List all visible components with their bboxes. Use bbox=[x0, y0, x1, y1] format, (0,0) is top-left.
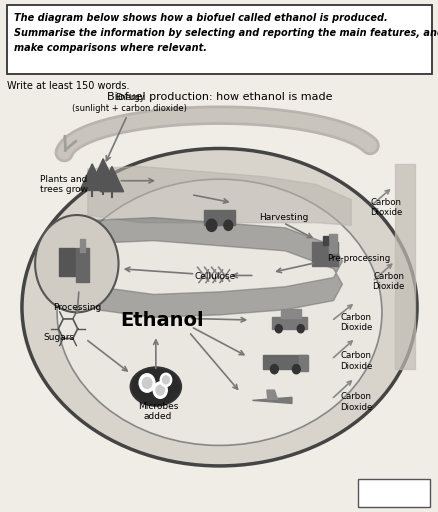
Text: Microbes
added: Microbes added bbox=[138, 402, 178, 421]
Ellipse shape bbox=[22, 148, 416, 466]
FancyBboxPatch shape bbox=[7, 5, 431, 74]
Bar bbox=[263, 355, 307, 369]
Text: Harvesting: Harvesting bbox=[258, 213, 307, 222]
Bar bbox=[322, 236, 327, 245]
Text: Summarise the information by selecting and reporting the main features, and: Summarise the information by selecting a… bbox=[14, 28, 438, 38]
Bar bbox=[311, 242, 337, 266]
Circle shape bbox=[206, 219, 216, 231]
Text: Carbon
Dioxide: Carbon Dioxide bbox=[339, 392, 372, 412]
Text: Carbon
Dioxide: Carbon Dioxide bbox=[369, 198, 402, 217]
Bar bbox=[76, 248, 89, 282]
Polygon shape bbox=[394, 164, 414, 369]
Text: Plants and
trees grow: Plants and trees grow bbox=[39, 175, 88, 194]
Circle shape bbox=[275, 325, 282, 333]
Circle shape bbox=[139, 374, 155, 392]
Text: The diagram below shows how a biofuel called ethanol is produced.: The diagram below shows how a biofuel ca… bbox=[14, 13, 387, 23]
Bar bbox=[298, 355, 307, 371]
Text: Carbon
Dioxide: Carbon Dioxide bbox=[371, 272, 404, 291]
Polygon shape bbox=[80, 164, 104, 190]
Circle shape bbox=[153, 382, 167, 398]
Polygon shape bbox=[100, 166, 124, 191]
Circle shape bbox=[292, 365, 300, 374]
Bar bbox=[80, 239, 85, 252]
Text: Carbon
Dioxide: Carbon Dioxide bbox=[339, 313, 372, 332]
Circle shape bbox=[162, 376, 169, 384]
Circle shape bbox=[270, 365, 278, 374]
Polygon shape bbox=[89, 159, 117, 188]
Ellipse shape bbox=[131, 368, 181, 406]
Bar bbox=[59, 248, 74, 276]
Polygon shape bbox=[88, 166, 350, 225]
Text: ielts: ielts bbox=[157, 200, 386, 292]
Text: Cellulose: Cellulose bbox=[194, 272, 235, 281]
Polygon shape bbox=[96, 218, 342, 317]
Text: Processing: Processing bbox=[53, 303, 101, 312]
Text: Energy
(sunlight + carbon dioxide): Energy (sunlight + carbon dioxide) bbox=[72, 93, 187, 113]
Circle shape bbox=[142, 377, 152, 389]
Circle shape bbox=[155, 385, 164, 395]
Text: Pre-processing: Pre-processing bbox=[326, 254, 389, 263]
Ellipse shape bbox=[57, 179, 381, 445]
Text: Biofuel production: how ethanol is made: Biofuel production: how ethanol is made bbox=[106, 92, 332, 102]
Bar bbox=[204, 210, 234, 225]
Text: Carbon
Dioxide: Carbon Dioxide bbox=[339, 351, 372, 371]
Bar bbox=[328, 234, 336, 253]
Text: Write at least 150 words.: Write at least 150 words. bbox=[7, 81, 129, 91]
Circle shape bbox=[223, 220, 232, 230]
Polygon shape bbox=[266, 390, 277, 399]
Text: Ethanol: Ethanol bbox=[120, 310, 204, 330]
Circle shape bbox=[160, 373, 171, 387]
Bar bbox=[272, 317, 307, 329]
Polygon shape bbox=[252, 397, 291, 403]
Text: Sugars: Sugars bbox=[44, 333, 74, 343]
Circle shape bbox=[35, 215, 118, 312]
Bar bbox=[280, 309, 300, 318]
FancyBboxPatch shape bbox=[357, 479, 429, 507]
Text: make comparisons where relevant.: make comparisons where relevant. bbox=[14, 43, 207, 53]
Circle shape bbox=[297, 325, 304, 333]
